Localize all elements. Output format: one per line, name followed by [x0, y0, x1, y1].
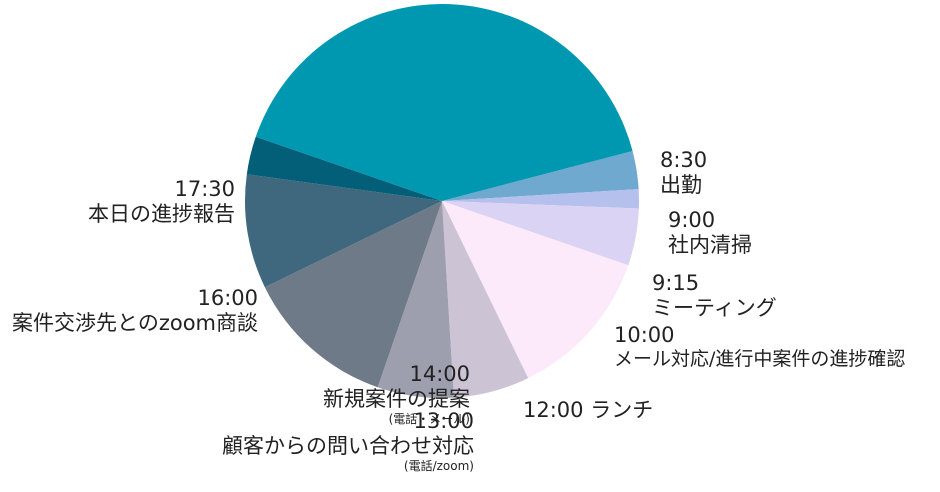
- label-1000-time: 10:00: [614, 323, 675, 347]
- label-1200-task: ランチ: [590, 398, 654, 422]
- label-1400-task: 新規案件の提案: [323, 387, 470, 412]
- label-0900-task: 社内清掃: [668, 233, 752, 258]
- pie-slice-2: [442, 201, 639, 266]
- label-1400-time: 14:00: [409, 362, 470, 386]
- label-0900: 9:00 社内清掃: [668, 208, 752, 258]
- pie-slice-5: [377, 201, 454, 398]
- pie-slice-9: [255, 4, 633, 201]
- label-0830-task: 出勤: [660, 173, 702, 198]
- label-0915-task: ミーティング: [652, 296, 777, 321]
- label-1000: 10:00 メール対応/進行中案件の進捗確認: [614, 323, 905, 371]
- label-1000-task: メール対応/進行中案件の進捗確認: [614, 348, 906, 371]
- pie-slice-7: [244, 174, 442, 288]
- pie-slice-1: [442, 189, 640, 209]
- label-1300-sub: (電話/zoom): [403, 459, 474, 474]
- label-0900-time: 9:00: [668, 208, 716, 232]
- label-1730-time: 17:30: [174, 177, 235, 201]
- label-0830-time: 8:30: [660, 148, 708, 172]
- label-1300-time: 13:00: [413, 409, 474, 433]
- label-1730-task: 本日の進捗報告: [88, 202, 235, 227]
- pie-slice-6: [264, 201, 442, 388]
- label-1200-time: 12:00: [523, 398, 584, 422]
- label-1600: 16:00 案件交渉先とのzoom商談: [12, 286, 258, 336]
- label-1300-task: 顧客からの問い合わせ対応: [222, 434, 474, 459]
- label-1200: 12:00 ランチ: [523, 398, 653, 423]
- label-1200-text: 12:00 ランチ: [523, 398, 653, 423]
- label-1600-time: 16:00: [197, 286, 258, 310]
- pie-slice-3: [442, 201, 629, 379]
- label-1400-sub: (電話・メール): [388, 412, 470, 427]
- label-0915: 9:15 ミーティング: [652, 271, 777, 321]
- label-1600-task: 案件交渉先とのzoom商談: [12, 311, 258, 336]
- label-1300: 13:00 顧客からの問い合わせ対応 (電話/zoom): [222, 409, 474, 474]
- pie-slice-4: [442, 201, 529, 398]
- label-1400: 14:00 新規案件の提案 (電話・メール): [323, 362, 470, 427]
- pie-slice-8: [246, 136, 442, 201]
- label-0830: 8:30 出勤: [660, 148, 707, 198]
- label-1730: 17:30 本日の進捗報告: [88, 177, 235, 227]
- pie-slice-0: [442, 151, 639, 201]
- label-0915-time: 9:15: [652, 271, 700, 295]
